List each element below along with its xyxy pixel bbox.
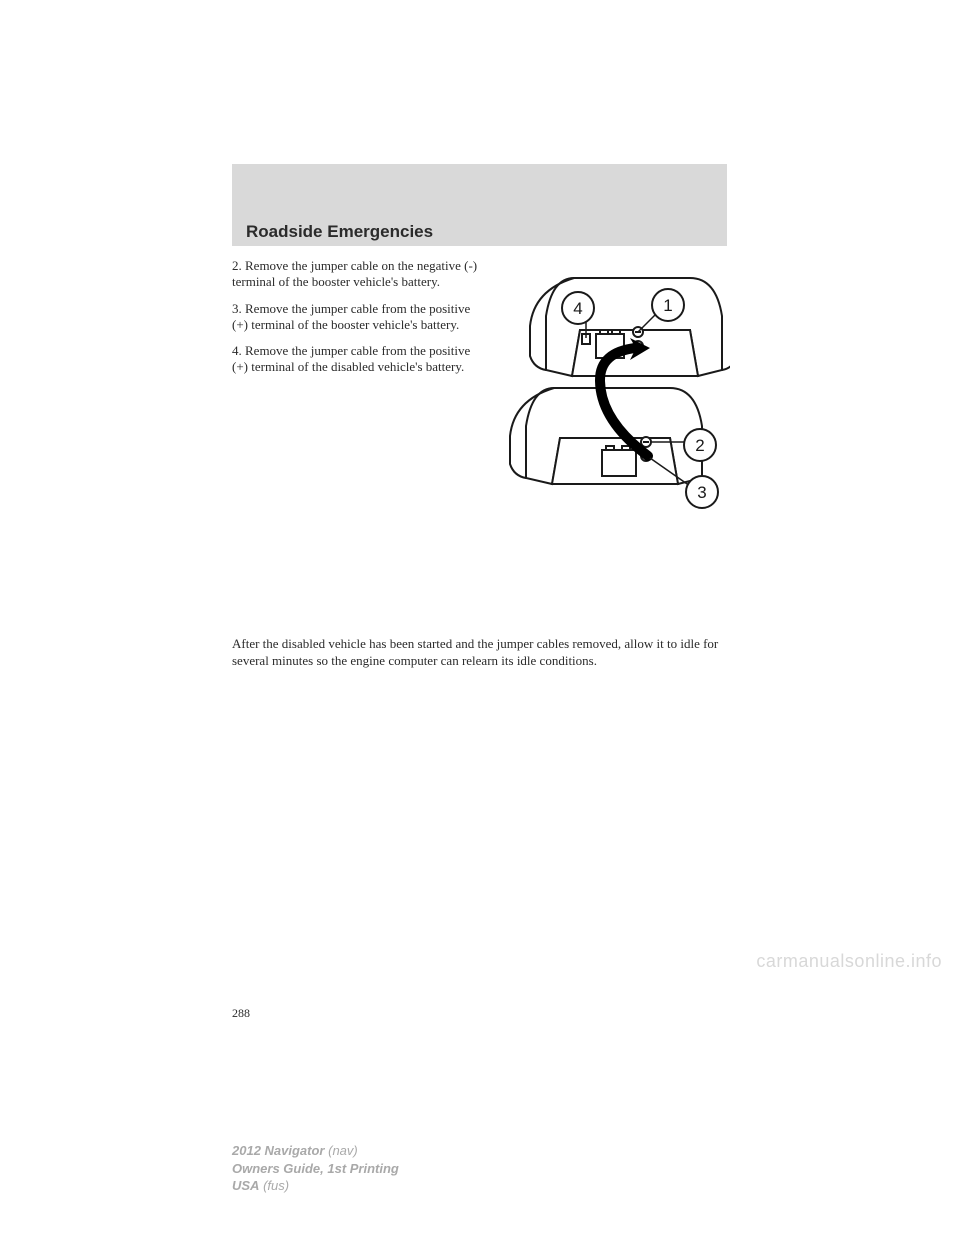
jumper-cable-diagram: 1 2 3 4 xyxy=(490,260,730,520)
diagram-svg: 1 2 3 4 xyxy=(490,260,730,520)
callout-2-label: 2 xyxy=(695,436,704,455)
instruction-steps: 2. Remove the jumper cable on the negati… xyxy=(232,258,482,386)
page-number: 288 xyxy=(232,1006,250,1021)
section-header-title: Roadside Emergencies xyxy=(246,222,433,242)
after-note: After the disabled vehicle has been star… xyxy=(232,636,727,670)
callout-1-label: 1 xyxy=(663,296,672,315)
step-2: 2. Remove the jumper cable on the negati… xyxy=(232,258,482,291)
footer-line-2: Owners Guide, 1st Printing xyxy=(232,1160,399,1178)
watermark: carmanualsonline.info xyxy=(756,951,942,972)
footer-block: 2012 Navigator (nav) Owners Guide, 1st P… xyxy=(232,1142,399,1195)
step-3: 3. Remove the jumper cable from the posi… xyxy=(232,301,482,334)
callout-4-label: 4 xyxy=(573,299,582,318)
footer-model-code: (nav) xyxy=(325,1143,358,1158)
step-4: 4. Remove the jumper cable from the posi… xyxy=(232,343,482,376)
footer-line-3: USA (fus) xyxy=(232,1177,399,1195)
manual-page: Roadside Emergencies 2. Remove the jumpe… xyxy=(0,0,960,1242)
callout-3-label: 3 xyxy=(697,483,706,502)
footer-region-code: (fus) xyxy=(259,1178,289,1193)
footer-line-1: 2012 Navigator (nav) xyxy=(232,1142,399,1160)
footer-region: USA xyxy=(232,1178,259,1193)
footer-model: 2012 Navigator xyxy=(232,1143,325,1158)
